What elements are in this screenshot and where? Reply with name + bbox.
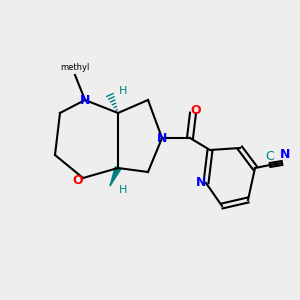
Text: methyl: methyl (60, 64, 90, 73)
Text: O: O (73, 173, 83, 187)
Polygon shape (110, 167, 121, 186)
Text: H: H (119, 185, 127, 195)
Text: N: N (280, 148, 290, 161)
Text: C: C (266, 151, 274, 164)
Text: N: N (196, 176, 206, 190)
Text: O: O (191, 103, 201, 116)
Text: N: N (157, 131, 167, 145)
Text: H: H (119, 86, 127, 96)
Text: N: N (80, 94, 90, 106)
